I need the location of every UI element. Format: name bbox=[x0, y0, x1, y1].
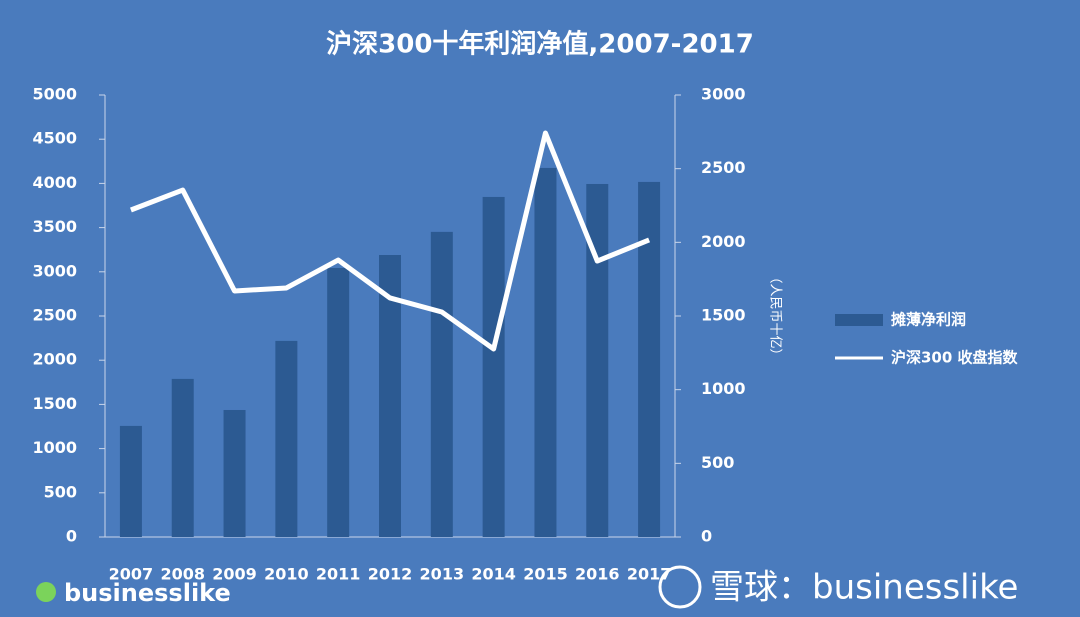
y-tick-label: 3500 bbox=[32, 217, 77, 236]
y-tick-label: 0 bbox=[66, 527, 77, 546]
legend-swatch bbox=[835, 314, 883, 326]
bar bbox=[171, 378, 194, 537]
wechat-icon bbox=[36, 582, 56, 602]
y-tick-label: 4500 bbox=[32, 129, 77, 148]
x-tick-label: 2010 bbox=[264, 565, 309, 584]
y2-axis-label: （人民币十亿） bbox=[768, 270, 783, 361]
bar bbox=[119, 425, 142, 537]
y-tick-label: 5000 bbox=[32, 85, 77, 104]
y-tick-label: 1000 bbox=[32, 438, 77, 457]
x-tick-label: 2016 bbox=[575, 565, 620, 584]
bar bbox=[327, 267, 350, 537]
xueqiu-icon bbox=[658, 565, 702, 609]
y-tick-label: 4000 bbox=[32, 173, 77, 192]
x-tick-label: 2015 bbox=[523, 565, 568, 584]
bar bbox=[275, 340, 298, 537]
y2-tick-label: 0 bbox=[701, 527, 712, 546]
y2-tick-label: 500 bbox=[701, 453, 734, 472]
bar bbox=[482, 196, 505, 538]
bar bbox=[379, 255, 401, 537]
y-tick-label: 500 bbox=[44, 482, 77, 501]
y-tick-label: 1500 bbox=[32, 394, 77, 413]
y-tick-label: 2500 bbox=[32, 306, 77, 325]
y2-tick-label: 2000 bbox=[701, 232, 746, 251]
x-tick-label: 2009 bbox=[212, 565, 257, 584]
bar bbox=[534, 167, 557, 537]
x-tick-label: 2007 bbox=[109, 565, 154, 584]
y2-tick-label: 3000 bbox=[701, 85, 746, 104]
x-tick-label: 2008 bbox=[160, 565, 205, 584]
y-tick-label: 2000 bbox=[32, 350, 77, 369]
watermark: 雪球：businesslike bbox=[710, 568, 1018, 608]
legend-label: 摊薄净利润 bbox=[891, 311, 966, 329]
line bbox=[130, 130, 651, 352]
y2-tick-label: 1000 bbox=[701, 379, 746, 398]
y2-tick-label: 2500 bbox=[701, 158, 746, 177]
bar bbox=[430, 231, 453, 537]
chart-title: 沪深300十年利润净值,2007-2017 bbox=[326, 29, 754, 60]
x-tick-label: 2017 bbox=[627, 565, 672, 584]
legend-label: 沪深300 收盘指数 bbox=[891, 349, 1019, 367]
x-tick-label: 2014 bbox=[471, 565, 516, 584]
bar bbox=[223, 409, 246, 537]
x-tick-label: 2011 bbox=[316, 565, 361, 584]
y2-tick-label: 1500 bbox=[701, 306, 746, 325]
x-tick-label: 2012 bbox=[368, 565, 413, 584]
bar bbox=[586, 183, 609, 538]
watermark: businesslike bbox=[64, 579, 231, 607]
x-tick-label: 2013 bbox=[420, 565, 465, 584]
y-tick-label: 3000 bbox=[32, 261, 77, 280]
bar bbox=[638, 181, 661, 537]
